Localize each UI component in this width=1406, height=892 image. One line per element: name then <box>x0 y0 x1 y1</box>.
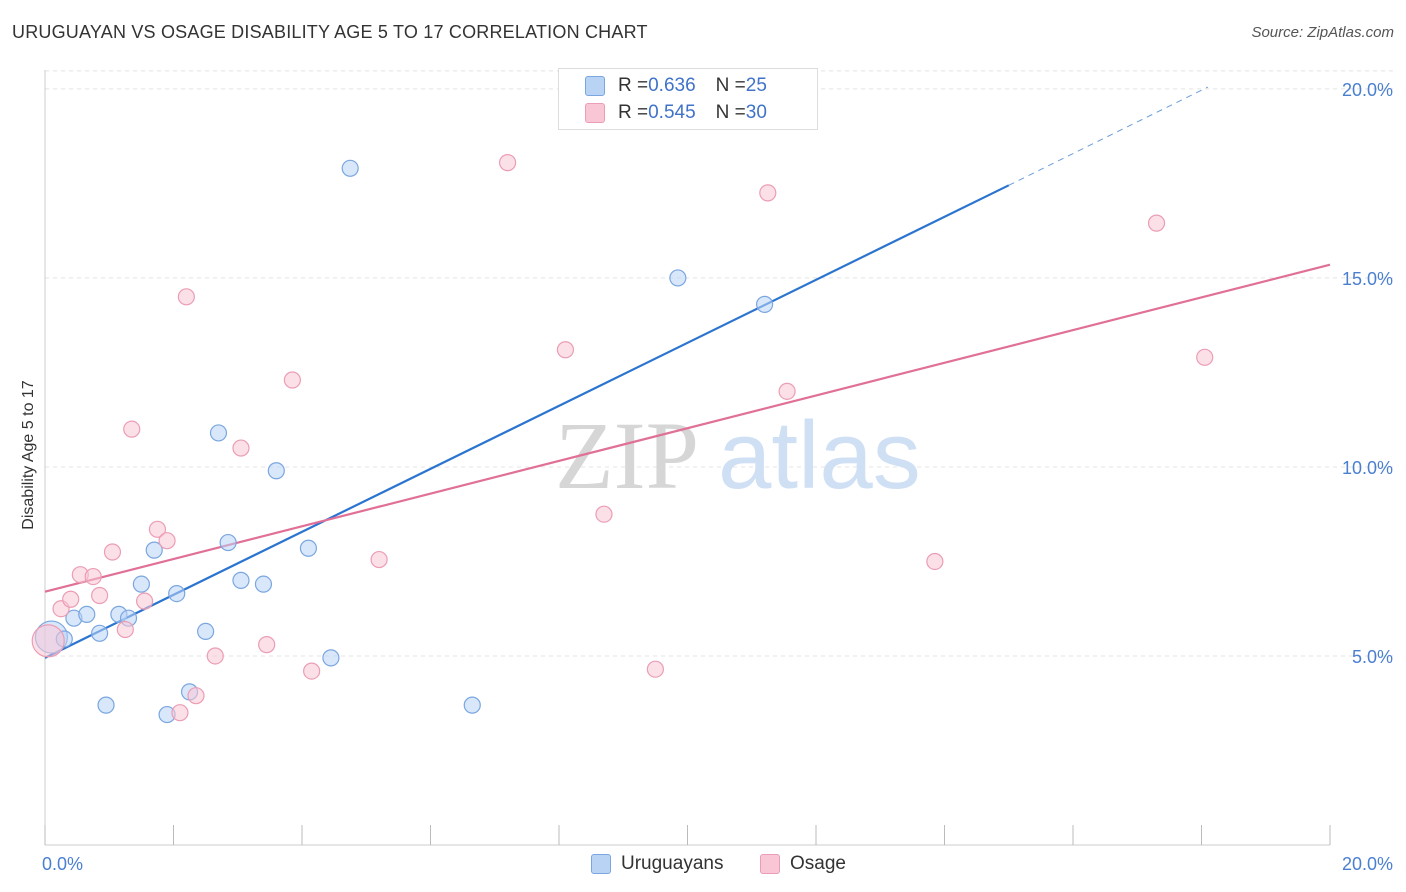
n-value: 30 <box>745 102 767 123</box>
point-uruguayans <box>463 696 481 714</box>
data-points <box>31 154 1214 724</box>
point-osage <box>232 439 250 457</box>
n-value: 25 <box>745 75 767 96</box>
source-label: Source: ZipAtlas.com <box>1251 24 1394 41</box>
point-osage <box>84 567 102 586</box>
trend-extension-uruguayans <box>1008 86 1209 186</box>
point-osage <box>926 552 944 571</box>
point-uruguayans <box>197 622 215 641</box>
point-osage <box>31 624 65 658</box>
y-tick-label: 15.0% <box>1342 269 1393 289</box>
point-osage <box>370 550 388 569</box>
trend-lines <box>44 86 1331 659</box>
point-osage <box>135 592 154 610</box>
point-osage <box>187 687 205 705</box>
point-osage <box>171 704 189 722</box>
point-uruguayans <box>232 571 250 589</box>
point-osage <box>1147 214 1166 232</box>
point-uruguayans <box>322 649 340 667</box>
r-value: 0.636 <box>648 75 696 96</box>
point-uruguayans <box>132 575 150 593</box>
point-uruguayans <box>267 462 285 480</box>
point-uruguayans <box>91 624 109 642</box>
point-uruguayans <box>299 539 318 557</box>
point-osage <box>595 505 613 523</box>
point-osage <box>123 420 141 438</box>
point-uruguayans <box>145 541 163 559</box>
legend-item-osage[interactable]: Osage <box>760 852 846 876</box>
point-osage <box>158 532 176 550</box>
point-uruguayans <box>97 696 115 714</box>
stats-row-uruguayans: R = 0.636 N = 25 <box>585 73 767 99</box>
point-uruguayans <box>168 584 186 603</box>
r-label: R = <box>618 75 649 96</box>
uruguayans-legend-swatch <box>591 854 611 874</box>
r-label: R = <box>618 102 649 123</box>
x-tick-label: 0.0% <box>42 854 83 874</box>
watermark: ZIP atlas <box>555 402 921 509</box>
r-value: 0.545 <box>648 102 696 123</box>
tick-labels: 5.0% 10.0% 15.0% 20.0% 0.0% 20.0% <box>42 80 1393 874</box>
y-tick-label: 5.0% <box>1352 647 1393 667</box>
point-osage <box>148 520 167 538</box>
trend-line-uruguayans <box>44 184 1010 659</box>
stats-legend: R = 0.636 N = 25 R = 0.545 N = 30 <box>558 68 818 130</box>
point-osage <box>499 154 517 172</box>
n-label: N = <box>715 75 746 96</box>
point-uruguayans <box>341 159 359 177</box>
point-osage <box>258 636 276 654</box>
point-osage <box>62 590 80 608</box>
point-osage <box>116 620 134 639</box>
point-uruguayans <box>219 533 237 552</box>
point-osage <box>91 586 109 605</box>
point-osage <box>177 288 195 306</box>
point-osage <box>206 647 224 665</box>
osage-swatch <box>585 103 605 123</box>
point-osage <box>103 543 122 561</box>
legend-item-uruguayans[interactable]: Uruguayans <box>591 852 723 876</box>
x-tick-label: 20.0% <box>1342 854 1393 874</box>
point-osage <box>303 662 321 680</box>
point-osage <box>759 184 777 202</box>
point-uruguayans <box>669 269 687 287</box>
point-uruguayans <box>755 295 774 313</box>
osage-legend-swatch <box>760 854 780 874</box>
chart-title: URUGUAYAN VS OSAGE DISABILITY AGE 5 TO 1… <box>12 22 648 42</box>
point-osage <box>646 660 664 678</box>
axes <box>44 70 1331 846</box>
point-uruguayans <box>78 605 96 623</box>
point-osage <box>778 382 796 400</box>
grid-lines <box>45 70 1395 657</box>
y-tick-label: 20.0% <box>1342 80 1393 100</box>
point-uruguayans <box>254 575 273 593</box>
point-uruguayans <box>209 424 228 442</box>
point-osage <box>283 371 301 389</box>
y-tick-label: 10.0% <box>1342 458 1393 478</box>
watermark-atlas: atlas <box>718 402 921 509</box>
n-label: N = <box>715 102 746 123</box>
point-osage <box>556 341 575 359</box>
legend-label-osage: Osage <box>790 853 846 874</box>
stats-row-osage: R = 0.545 N = 30 <box>585 100 767 126</box>
trend-line-osage <box>44 263 1331 593</box>
point-osage <box>1196 348 1214 366</box>
legend-label-uruguayans: Uruguayans <box>621 853 724 874</box>
uruguayans-swatch <box>585 76 605 96</box>
